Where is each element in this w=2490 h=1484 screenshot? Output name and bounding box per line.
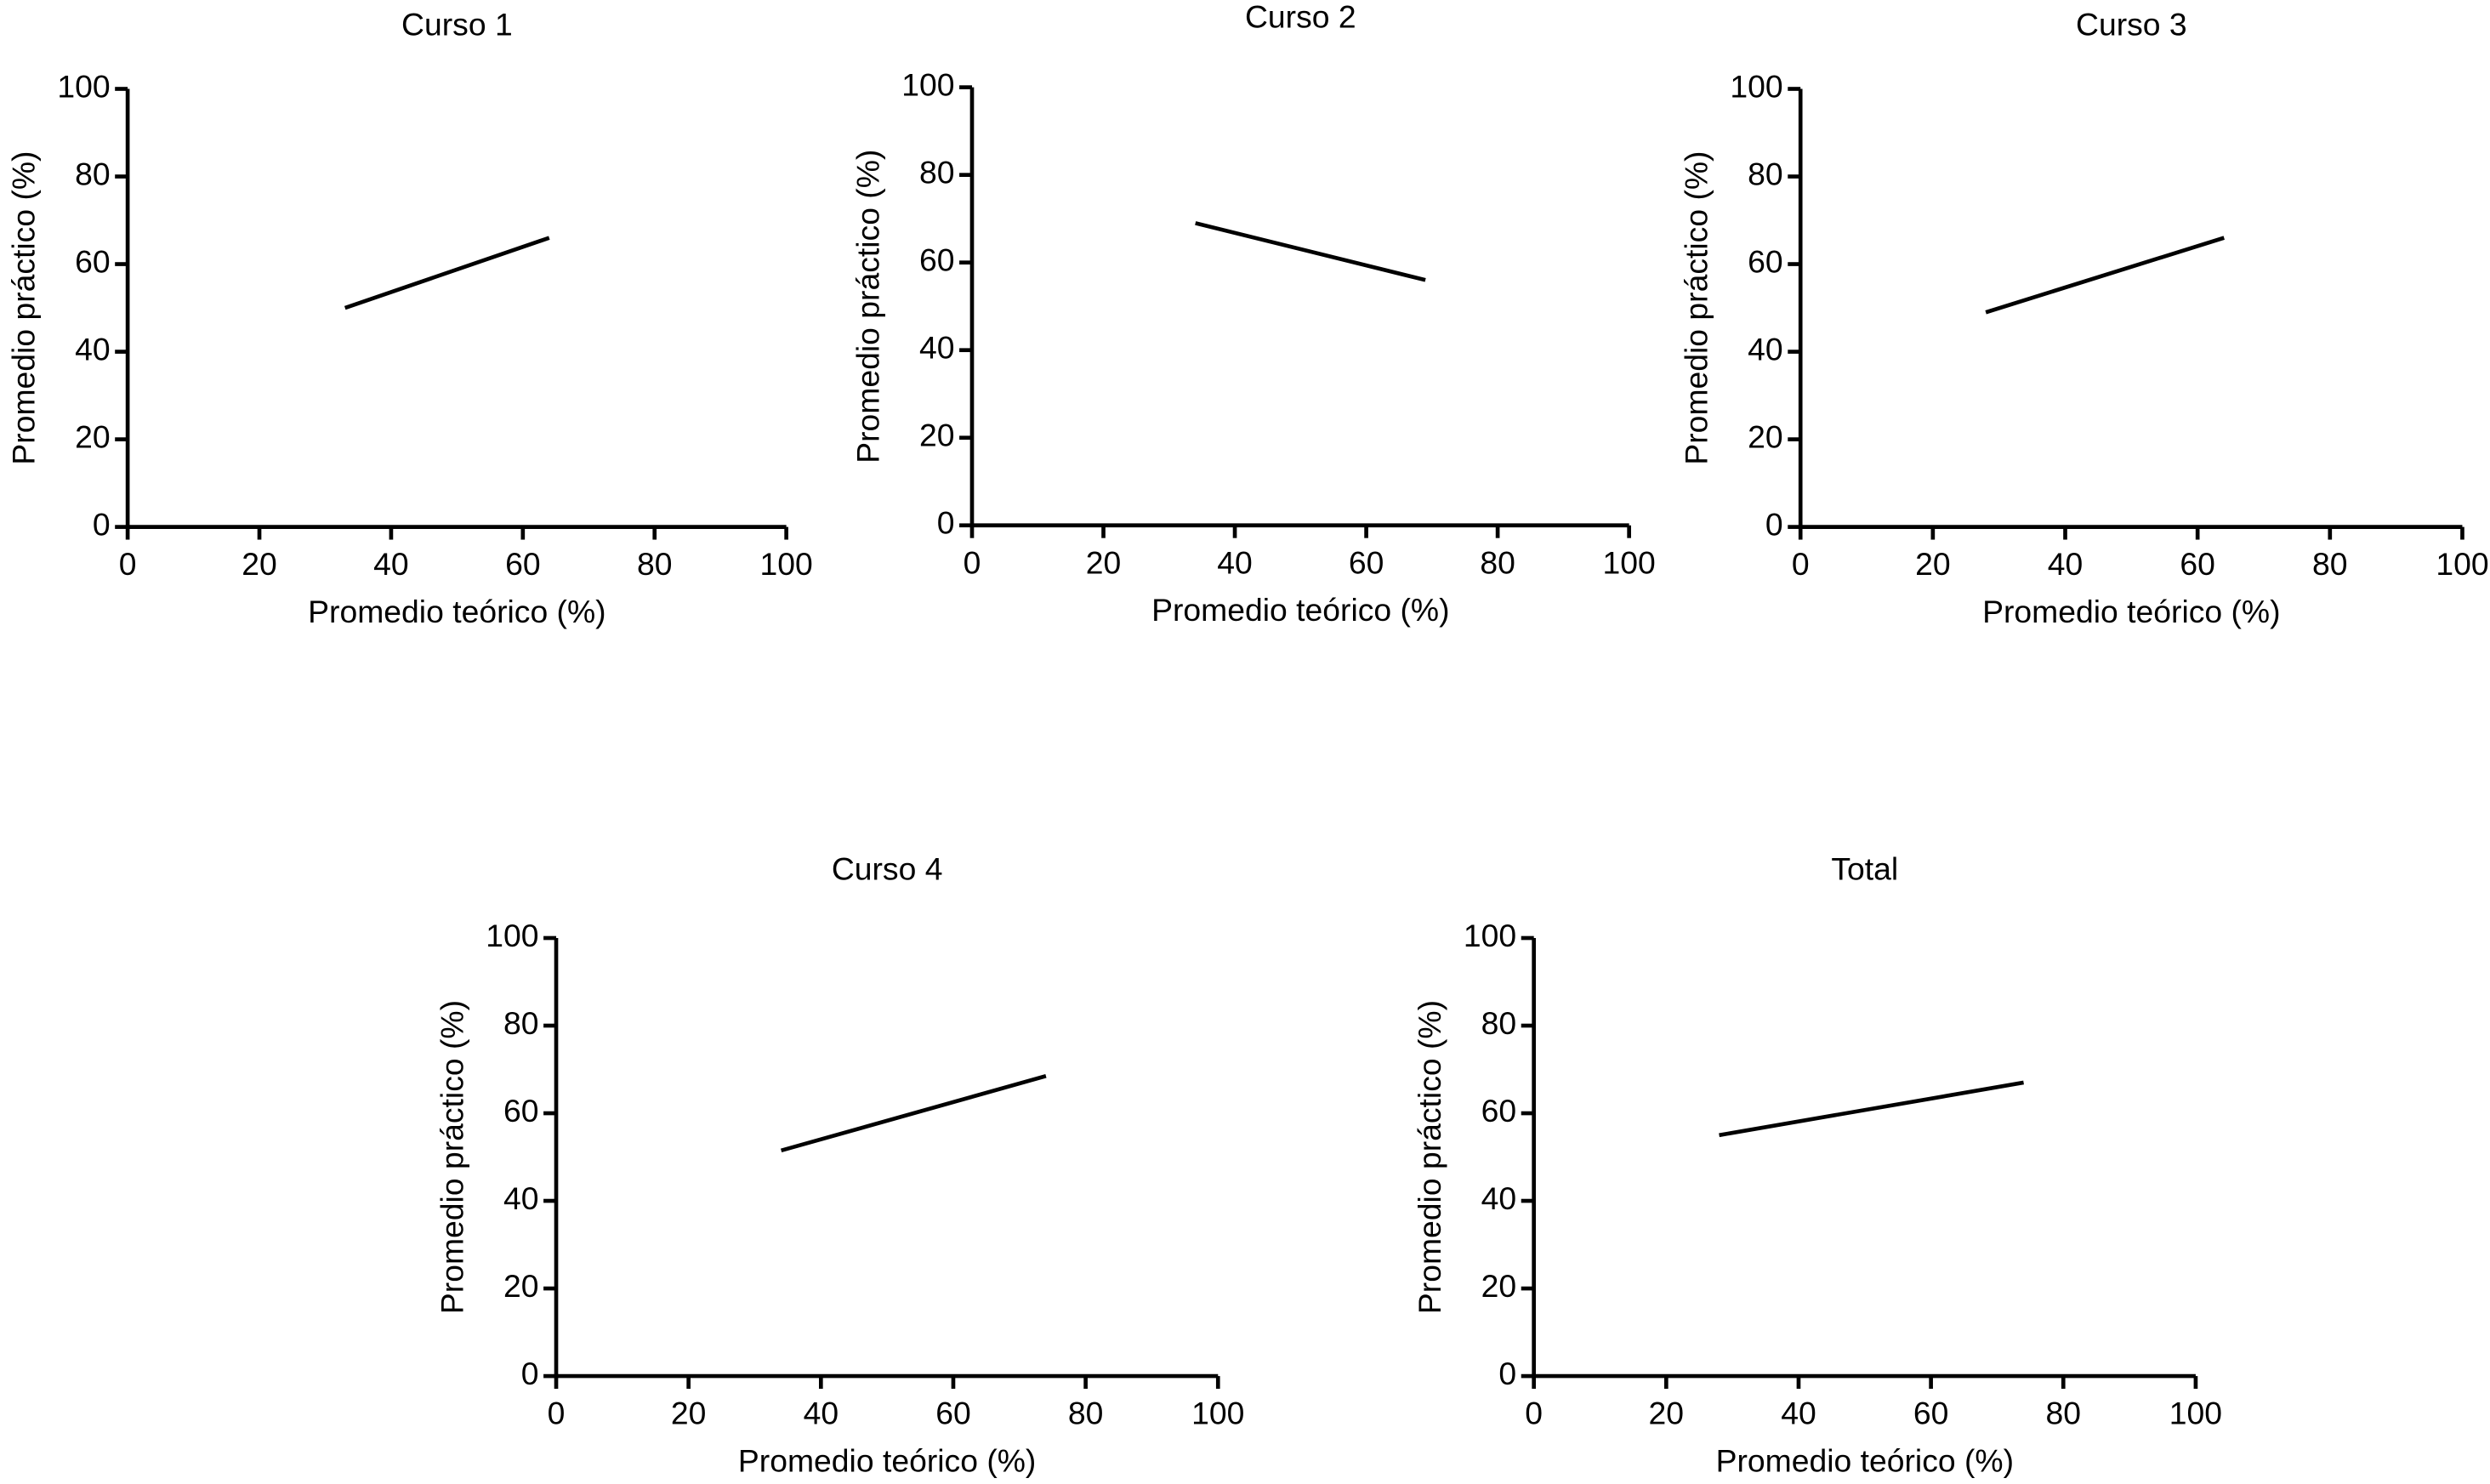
x-tick-label: 20 [242,546,277,582]
y-tick-label: 60 [503,1093,539,1129]
x-tick-label: 20 [1086,544,1122,580]
y-tick-label: 20 [75,418,111,454]
y-tick-label: 80 [503,1005,539,1041]
y-tick-label: 40 [1748,331,1783,367]
y-tick-label: 100 [486,918,538,953]
x-tick-label: 40 [2048,546,2084,582]
y-axis-label: Promedio práctico (%) [434,1000,469,1314]
x-tick-label: 100 [2436,546,2488,582]
x-axis-label: Promedio teórico (%) [1151,592,1449,628]
y-tick-label: 20 [919,418,955,453]
chart-panel: Curso 2 0 20 40 60 80 100 0 20 40 60 80 100 Promedio … [850,0,1655,628]
regression-line [1195,221,1426,282]
y-axis-label: Promedio práctico (%) [1412,1000,1447,1314]
y-tick-label: 20 [503,1268,539,1304]
y-tick-label: 20 [1748,418,1783,454]
x-axis-label: Promedio teórico (%) [738,1443,1036,1479]
x-tick-label: 20 [671,1396,707,1431]
x-tick-label: 100 [1603,544,1656,580]
x-tick-label: 60 [2180,546,2215,582]
y-tick-label: 100 [901,67,954,103]
x-tick-label: 0 [964,544,981,580]
x-tick-label: 60 [935,1396,971,1431]
y-tick-label: 100 [1730,68,1782,104]
x-tick-label: 100 [1191,1396,1244,1431]
y-axis-label: Promedio práctico (%) [6,151,42,465]
x-tick-label: 40 [373,546,409,582]
chart-title: Curso 3 [2076,7,2187,43]
chart-panel: Curso 3 0 20 40 60 80 100 0 20 40 60 80 100 Promedio … [1679,7,2489,630]
y-tick-label: 100 [57,68,110,104]
y-tick-label: 80 [1748,156,1783,191]
x-tick-label: 20 [1649,1396,1685,1431]
chart-panel: Total 0 20 40 60 80 100 0 20 40 60 80 100 Promedio te… [1412,850,2222,1478]
chart-panel: Curso 1 0 20 40 60 80 100 0 20 40 60 80 100 Promedio … [6,7,813,630]
x-tick-label: 80 [2312,546,2348,582]
x-axis-label: Promedio teórico (%) [1716,1443,2014,1479]
x-tick-label: 100 [2169,1396,2222,1431]
x-tick-label: 60 [505,546,541,582]
y-tick-label: 0 [521,1356,539,1391]
y-tick-label: 0 [937,505,955,541]
regression-line [344,236,550,310]
x-tick-label: 80 [1480,544,1515,580]
y-tick-label: 40 [503,1180,539,1216]
x-tick-label: 0 [119,546,137,582]
y-tick-label: 60 [919,242,955,278]
y-tick-label: 80 [919,155,955,190]
x-tick-label: 40 [1217,544,1253,580]
x-tick-label: 40 [804,1396,839,1431]
chart-title: Curso 2 [1245,0,1356,34]
regression-line [780,1074,1047,1153]
chart-title: Curso 4 [832,850,943,886]
y-tick-label: 0 [1498,1356,1516,1391]
x-tick-label: 0 [1792,546,1810,582]
x-tick-label: 20 [1915,546,1951,582]
y-tick-label: 0 [93,506,111,542]
y-tick-label: 60 [1481,1093,1517,1129]
x-tick-label: 60 [1913,1396,1949,1431]
y-tick-label: 40 [75,331,111,367]
x-tick-label: 80 [637,546,673,582]
regression-line [1985,236,2225,315]
y-tick-label: 80 [75,156,111,191]
y-axis-label: Promedio práctico (%) [1679,151,1714,465]
x-tick-label: 0 [1525,1396,1543,1431]
x-tick-label: 80 [1068,1396,1104,1431]
x-tick-label: 40 [1781,1396,1816,1431]
y-axis-label: Promedio práctico (%) [850,150,885,463]
x-tick-label: 60 [1349,544,1384,580]
x-tick-label: 100 [760,546,813,582]
x-tick-label: 80 [2046,1396,2082,1431]
x-tick-label: 0 [548,1396,566,1431]
x-axis-label: Promedio teórico (%) [308,594,605,629]
x-axis-label: Promedio teórico (%) [1982,594,2280,629]
y-tick-label: 80 [1481,1005,1517,1041]
y-tick-label: 60 [75,243,111,279]
y-tick-label: 20 [1481,1268,1517,1304]
y-tick-label: 100 [1464,918,1516,953]
chart-title: Curso 1 [401,7,513,43]
chart-panel: Curso 4 0 20 40 60 80 100 0 20 40 60 80 100 Promedio … [434,850,1244,1478]
y-tick-label: 40 [919,330,955,366]
regression-line [1719,1080,2024,1138]
y-tick-label: 0 [1765,506,1783,542]
y-tick-label: 60 [1748,243,1783,279]
y-tick-label: 40 [1481,1180,1517,1216]
chart-title: Total [1831,850,1898,886]
